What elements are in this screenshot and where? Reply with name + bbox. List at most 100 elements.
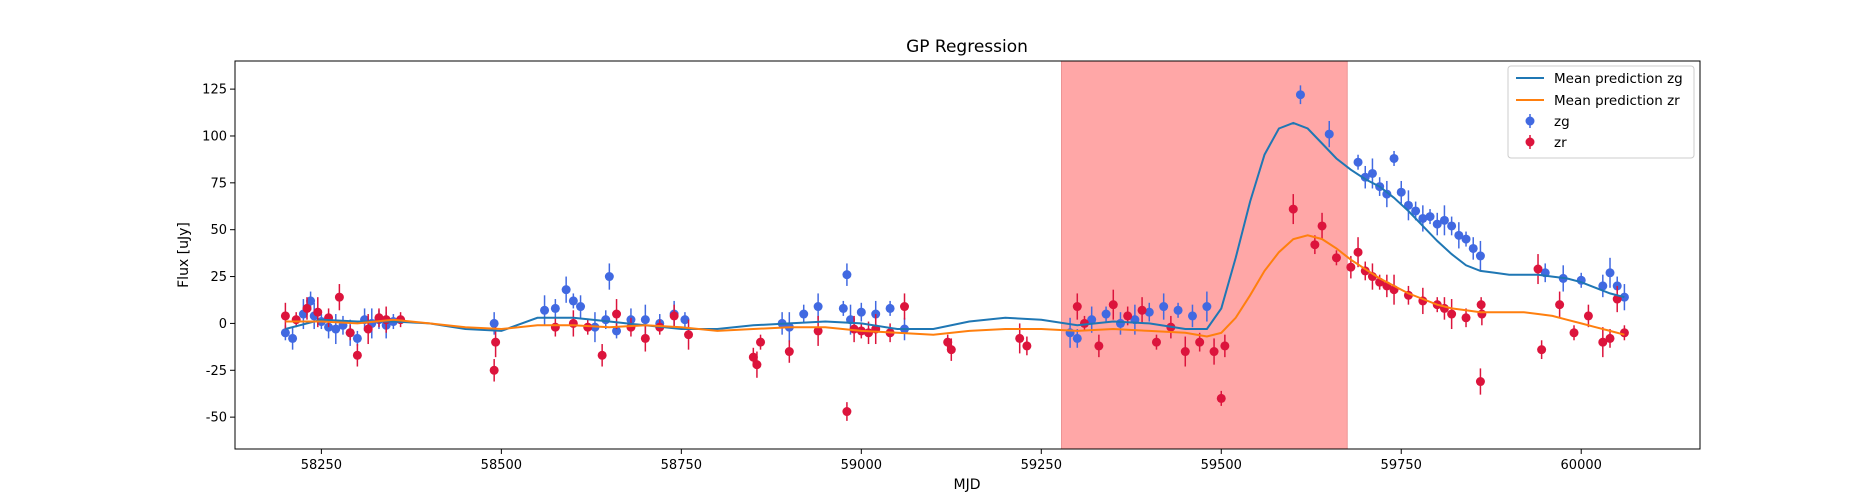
point-zg [568, 296, 578, 306]
y-tick-label: 0 [219, 317, 227, 332]
chart-title: GP Regression [906, 37, 1028, 57]
point-zr [1220, 341, 1230, 351]
point-zr [1583, 311, 1593, 321]
point-zg [561, 285, 571, 295]
point-zr [1137, 305, 1147, 315]
point-zr [1094, 341, 1104, 351]
point-zg [1173, 305, 1183, 315]
point-zg [540, 305, 550, 315]
x-tick-label: 58250 [301, 458, 342, 473]
point-zg [612, 326, 622, 336]
point-zg [1403, 200, 1413, 210]
point-zg [838, 303, 848, 313]
point-zr [612, 309, 622, 319]
point-zg [842, 270, 852, 280]
point-zg [1202, 302, 1212, 312]
point-zr [842, 407, 852, 417]
point-zr [491, 337, 501, 347]
point-zg [1115, 318, 1125, 328]
point-zg [1598, 281, 1608, 291]
point-zr [363, 324, 373, 334]
point-zg [280, 328, 290, 338]
x-tick-label: 59000 [841, 458, 882, 473]
point-zg [601, 315, 611, 325]
legend-label-mean-zg: Mean prediction zg [1554, 71, 1683, 87]
point-zr [1015, 333, 1025, 343]
point-zr [748, 352, 758, 362]
point-zg [331, 324, 341, 334]
point-zg [1087, 315, 1097, 325]
point-zr [640, 333, 650, 343]
legend-marker [1525, 137, 1535, 147]
point-zr [669, 311, 679, 321]
point-zg [576, 302, 586, 312]
data-layer [280, 85, 1629, 421]
point-zg [1159, 302, 1169, 312]
point-zr [1555, 300, 1565, 310]
point-zg [306, 296, 316, 306]
point-zg [1353, 157, 1363, 167]
point-zr [1022, 341, 1032, 351]
point-zr [813, 326, 823, 336]
y-tick-label: -25 [206, 364, 227, 379]
point-zg [1389, 153, 1399, 163]
point-zr [1123, 311, 1133, 321]
point-zr [1598, 337, 1608, 347]
x-axis-ticks: 58250 58500 58750 59000 59250 59500 59750 60000 [301, 449, 1602, 473]
point-zr [1475, 377, 1485, 387]
x-tick-label: 60000 [1561, 458, 1602, 473]
legend-box [1507, 65, 1695, 159]
series-zg [280, 85, 1629, 350]
point-zg [1447, 221, 1457, 231]
point-zg [604, 272, 614, 282]
line-Mean prediction zr [285, 234, 1625, 338]
point-zr [313, 307, 323, 317]
axes-frame [234, 60, 1701, 450]
point-zg [1605, 268, 1615, 278]
highlight-span [1061, 60, 1348, 450]
point-zg [1619, 292, 1629, 302]
point-zr [1537, 345, 1547, 355]
point-zg [1396, 187, 1406, 197]
point-zr [1072, 302, 1082, 312]
y-tick-label: 125 [202, 83, 227, 98]
point-zg [550, 303, 560, 313]
point-zr [1569, 328, 1579, 338]
point-zg [1439, 215, 1449, 225]
point-zr [568, 318, 578, 328]
point-zr [1216, 393, 1226, 403]
point-zr [280, 311, 290, 321]
point-zr [1346, 262, 1356, 272]
point-zg [1324, 129, 1334, 139]
point-zg [1382, 189, 1392, 199]
legend-label-zg: zg [1554, 114, 1570, 130]
point-zg [1367, 168, 1377, 178]
legend-swatch-zg [1525, 114, 1535, 128]
point-zr [1108, 300, 1118, 310]
point-zg [856, 307, 866, 317]
point-zg [1425, 212, 1435, 222]
point-zg [489, 318, 499, 328]
point-zr [352, 350, 362, 360]
y-tick-label: -50 [206, 411, 227, 426]
point-zg [1432, 219, 1442, 229]
point-zr [1353, 247, 1363, 257]
point-zg [640, 315, 650, 325]
point-zr [1151, 337, 1161, 347]
point-zg [288, 333, 298, 343]
y-tick-label: 50 [210, 223, 227, 238]
point-zr [489, 365, 499, 375]
point-zg [680, 315, 690, 325]
x-axis-label: MJD [954, 477, 981, 493]
legend: Mean prediction zg Mean prediction zr zg… [1507, 65, 1695, 159]
point-zr [752, 360, 762, 370]
point-zr [583, 322, 593, 332]
point-zr [1195, 337, 1205, 347]
point-zr [1461, 313, 1471, 323]
point-zr [900, 302, 910, 312]
point-zr [1310, 240, 1320, 250]
point-zg [1418, 213, 1428, 223]
x-tick-label: 59750 [1381, 458, 1422, 473]
